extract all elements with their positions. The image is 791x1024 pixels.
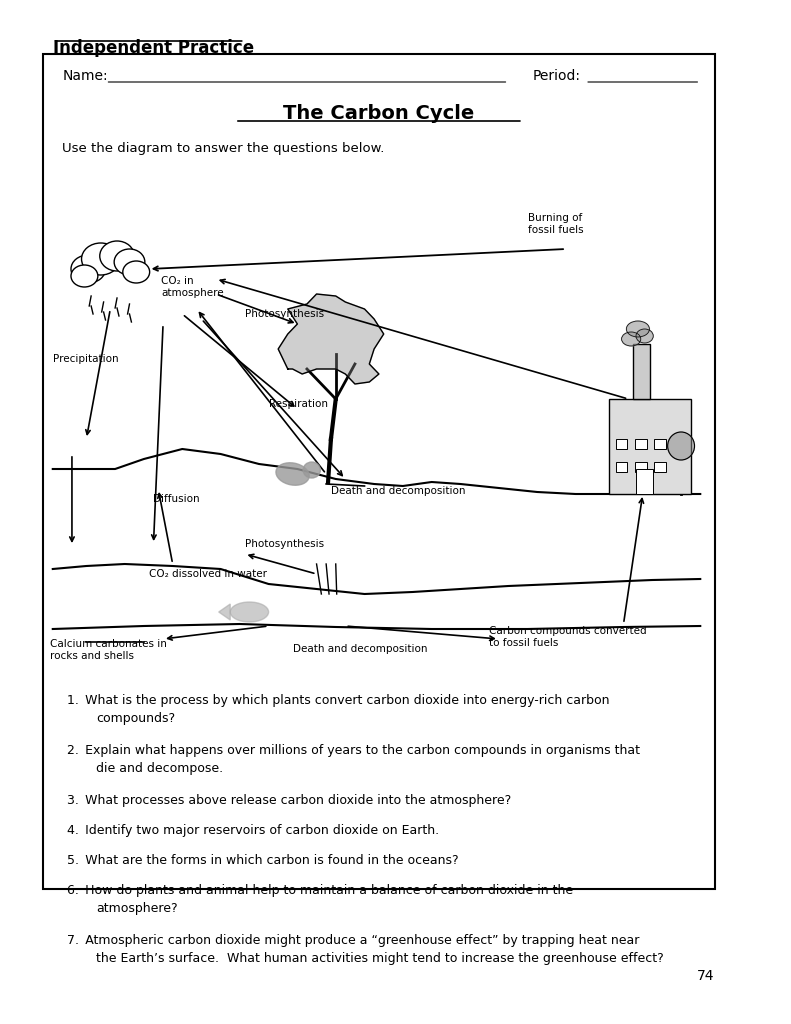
Ellipse shape: [622, 332, 641, 346]
Text: Calcium carbonates in
rocks and shells: Calcium carbonates in rocks and shells: [50, 639, 167, 662]
Text: Period:: Period:: [532, 69, 581, 83]
Bar: [635, 462, 646, 472]
Text: atmosphere?: atmosphere?: [96, 902, 177, 915]
Text: 74: 74: [697, 969, 714, 983]
Bar: [633, 344, 650, 399]
Text: 3. What processes above release carbon dioxide into the atmosphere?: 3. What processes above release carbon d…: [67, 794, 512, 807]
Ellipse shape: [303, 462, 320, 478]
Text: Name:: Name:: [62, 69, 108, 83]
Text: the Earth’s surface.  What human activities might tend to increase the greenhous: the Earth’s surface. What human activiti…: [96, 952, 664, 965]
Bar: [654, 462, 666, 472]
Bar: [609, 399, 691, 494]
Text: Burning of
fossil fuels: Burning of fossil fuels: [528, 213, 583, 234]
Text: compounds?: compounds?: [96, 712, 175, 725]
Ellipse shape: [114, 249, 145, 275]
Text: 2. Explain what happens over millions of years to the carbon compounds in organi: 2. Explain what happens over millions of…: [67, 744, 640, 757]
Text: 4. Identify two major reservoirs of carbon dioxide on Earth.: 4. Identify two major reservoirs of carb…: [67, 824, 439, 837]
Polygon shape: [218, 604, 230, 620]
Text: 1. What is the process by which plants convert carbon dioxide into energy-rich c: 1. What is the process by which plants c…: [67, 694, 610, 707]
Ellipse shape: [668, 432, 694, 460]
Text: die and decompose.: die and decompose.: [96, 762, 223, 775]
Ellipse shape: [100, 241, 134, 271]
Ellipse shape: [230, 602, 269, 622]
Text: CO₂ dissolved in water: CO₂ dissolved in water: [149, 569, 267, 579]
Bar: [44, 54, 714, 889]
Text: Photosynthesis: Photosynthesis: [244, 309, 324, 319]
Ellipse shape: [81, 243, 120, 275]
Ellipse shape: [636, 329, 653, 343]
Ellipse shape: [276, 463, 309, 485]
Text: Carbon compounds converted
to fossil fuels: Carbon compounds converted to fossil fue…: [489, 626, 647, 648]
Text: Independent Practice: Independent Practice: [53, 39, 254, 57]
Bar: [616, 439, 627, 449]
Ellipse shape: [123, 261, 149, 283]
Text: 6. How do plants and animal help to maintain a balance of carbon dioxide in the: 6. How do plants and animal help to main…: [67, 884, 573, 897]
Text: 7. Atmospheric carbon dioxide might produce a “greenhouse effect” by trapping he: 7. Atmospheric carbon dioxide might prod…: [67, 934, 639, 947]
Polygon shape: [278, 294, 384, 384]
Text: Precipitation: Precipitation: [53, 354, 119, 364]
Bar: [616, 462, 627, 472]
Bar: [654, 439, 666, 449]
Bar: [635, 439, 646, 449]
Ellipse shape: [71, 255, 105, 283]
Text: Diffusion: Diffusion: [153, 494, 200, 504]
Ellipse shape: [71, 265, 98, 287]
Text: The Carbon Cycle: The Carbon Cycle: [283, 104, 475, 123]
Bar: [636, 469, 653, 494]
Text: Death and decomposition: Death and decomposition: [293, 644, 427, 654]
Text: Respiration: Respiration: [269, 399, 327, 409]
Text: 5. What are the forms in which carbon is found in the oceans?: 5. What are the forms in which carbon is…: [67, 854, 459, 867]
Text: CO₂ in
atmosphere: CO₂ in atmosphere: [161, 276, 224, 298]
Text: Death and decomposition: Death and decomposition: [331, 486, 465, 496]
Ellipse shape: [626, 321, 649, 337]
Text: Industry and
agriculture: Industry and agriculture: [612, 472, 678, 495]
Text: Photosynthesis: Photosynthesis: [244, 539, 324, 549]
Text: Use the diagram to answer the questions below.: Use the diagram to answer the questions …: [62, 142, 384, 155]
